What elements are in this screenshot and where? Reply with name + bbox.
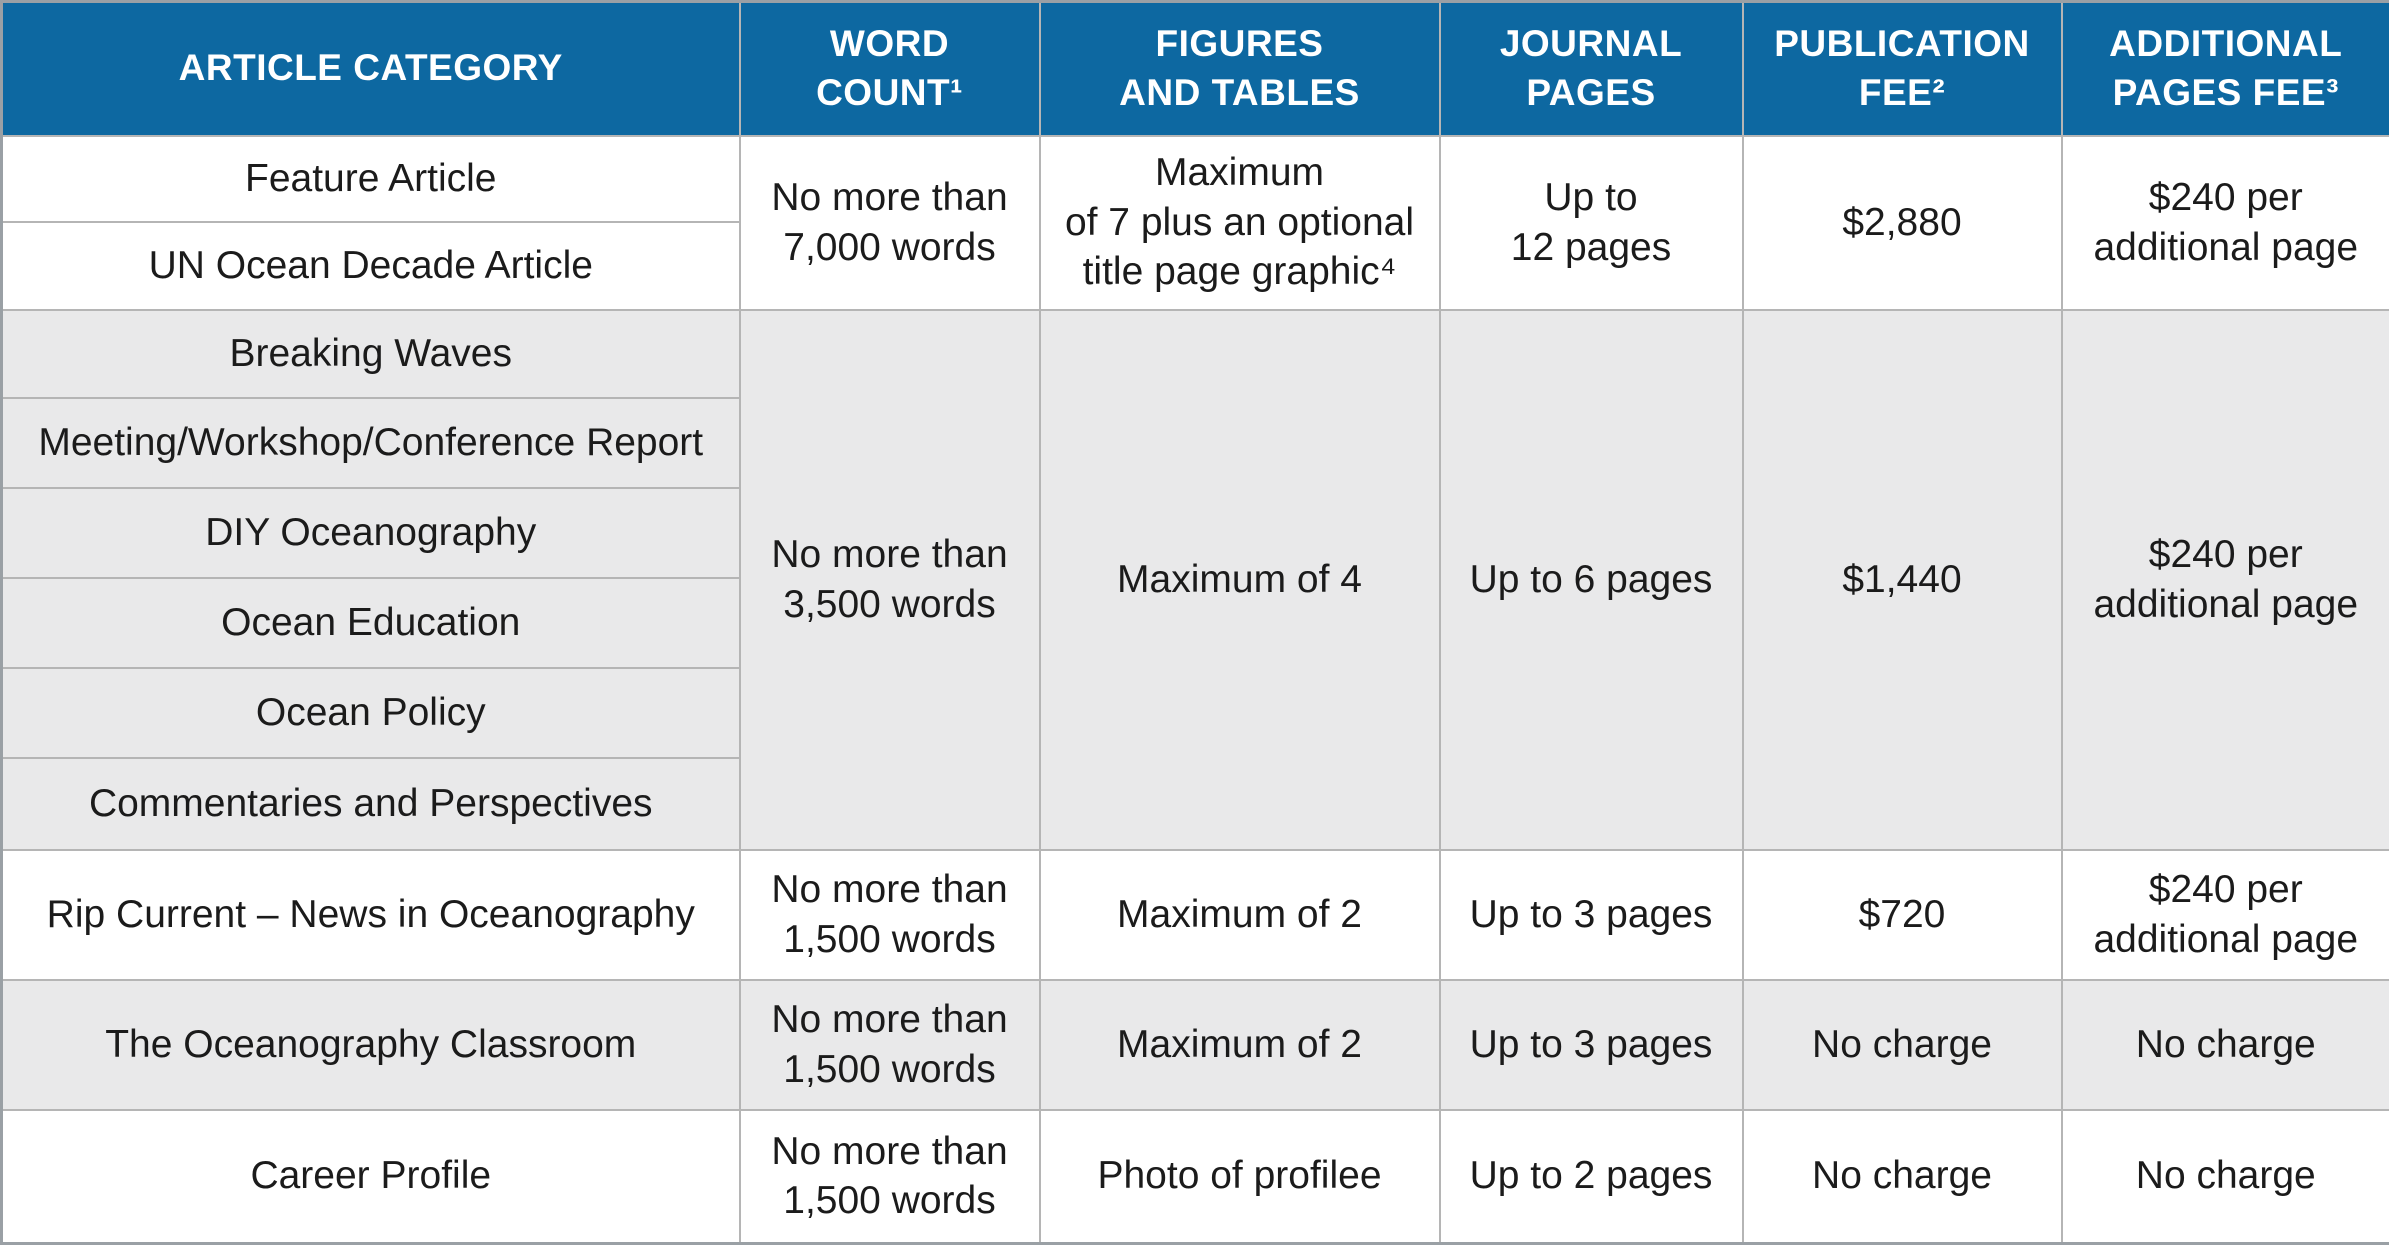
journal-pages-cell: Up to 6 pages <box>1440 310 1743 850</box>
table-row-the-oceanography-classroom: The Oceanography Classroom No more than … <box>2 980 2389 1110</box>
category-cell: DIY Oceanography <box>2 488 740 578</box>
publication-fee-cell: $1,440 <box>1743 310 2062 850</box>
header-row: ARTICLE CATEGORY WORD COUNT¹ FIGURES AND… <box>2 2 2389 136</box>
word-count-cell: No more than 1,500 words <box>740 980 1040 1110</box>
category-cell: Commentaries and Perspectives <box>2 758 740 850</box>
publication-fee-cell: No charge <box>1743 980 2062 1110</box>
category-cell: Ocean Policy <box>2 668 740 758</box>
category-cell: Meeting/Workshop/Conference Report <box>2 398 740 488</box>
word-count-cell: No more than 1,500 words <box>740 1110 1040 1244</box>
category-cell: Rip Current – News in Oceanography <box>2 850 740 980</box>
additional-pages-fee-cell: $240 per additional page <box>2062 136 2389 310</box>
publication-fee-cell: No charge <box>1743 1110 2062 1244</box>
word-count-cell: No more than 1,500 words <box>740 850 1040 980</box>
col-header-journal-pages: JOURNAL PAGES <box>1440 2 1743 136</box>
col-header-additional-pages-fee: ADDITIONAL PAGES FEE³ <box>2062 2 2389 136</box>
category-cell: UN Ocean Decade Article <box>2 222 740 310</box>
figures-tables-cell: Maximum of 2 <box>1040 980 1440 1110</box>
table-row-career-profile: Career Profile No more than 1,500 words … <box>2 1110 2389 1244</box>
figures-tables-cell: Photo of profilee <box>1040 1110 1440 1244</box>
col-header-word-count: WORD COUNT¹ <box>740 2 1040 136</box>
category-cell: Feature Article <box>2 136 740 222</box>
category-cell: Career Profile <box>2 1110 740 1244</box>
col-header-publication-fee: PUBLICATION FEE² <box>1743 2 2062 136</box>
category-cell: Breaking Waves <box>2 310 740 398</box>
table-row-rip-current-news-in-oceanography: Rip Current – News in Oceanography No mo… <box>2 850 2389 980</box>
table-row-feature-article: Feature Article No more than 7,000 words… <box>2 136 2389 222</box>
figures-tables-cell: Maximum of 7 plus an optional title page… <box>1040 136 1440 310</box>
col-header-figures-and-tables: FIGURES AND TABLES <box>1040 2 1440 136</box>
figures-tables-cell: Maximum of 2 <box>1040 850 1440 980</box>
additional-pages-fee-cell: No charge <box>2062 980 2389 1110</box>
figures-tables-cell: Maximum of 4 <box>1040 310 1440 850</box>
journal-pages-cell: Up to 12 pages <box>1440 136 1743 310</box>
publication-fee-cell: $2,880 <box>1743 136 2062 310</box>
table-row-breaking-waves: Breaking Waves No more than 3,500 words … <box>2 310 2389 398</box>
additional-pages-fee-cell: $240 per additional page <box>2062 850 2389 980</box>
journal-pages-cell: Up to 3 pages <box>1440 980 1743 1110</box>
category-cell: The Oceanography Classroom <box>2 980 740 1110</box>
word-count-cell: No more than 3,500 words <box>740 310 1040 850</box>
additional-pages-fee-cell: No charge <box>2062 1110 2389 1244</box>
publication-fee-cell: $720 <box>1743 850 2062 980</box>
word-count-cell: No more than 7,000 words <box>740 136 1040 310</box>
journal-pages-cell: Up to 2 pages <box>1440 1110 1743 1244</box>
journal-pages-cell: Up to 3 pages <box>1440 850 1743 980</box>
category-cell: Ocean Education <box>2 578 740 668</box>
additional-pages-fee-cell: $240 per additional page <box>2062 310 2389 850</box>
col-header-article-category: ARTICLE CATEGORY <box>2 2 740 136</box>
